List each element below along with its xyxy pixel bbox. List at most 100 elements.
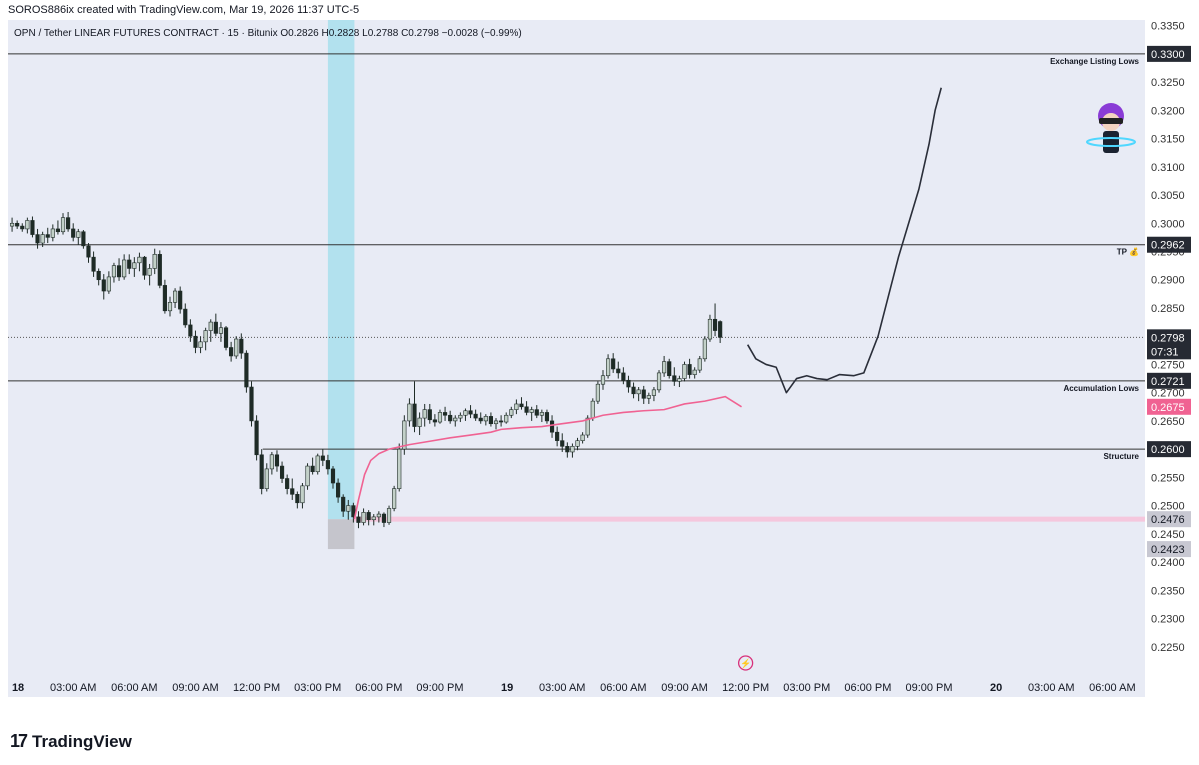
y-tick-label: 0.2500 xyxy=(1151,501,1185,513)
candle-body xyxy=(468,410,473,415)
current-price-badge: 0.2798 xyxy=(1151,332,1185,344)
level-price-badge-3: 0.2600 xyxy=(1151,444,1185,456)
candle-body xyxy=(600,375,606,385)
event-bolt-icon[interactable] xyxy=(737,655,754,671)
candle-body xyxy=(585,417,590,436)
candle-body xyxy=(55,228,61,233)
candle-body xyxy=(539,412,544,416)
candle-body xyxy=(386,508,392,523)
candle-body xyxy=(269,454,274,470)
candle-body xyxy=(132,262,137,269)
candle-body xyxy=(305,465,310,487)
candle-body xyxy=(611,358,616,370)
candle-body xyxy=(188,324,193,337)
candle-body xyxy=(127,259,132,269)
candle-body xyxy=(162,285,167,312)
candle-body xyxy=(417,417,422,427)
candle-body xyxy=(514,403,519,410)
x-tick-label: 03:00 AM xyxy=(50,682,96,694)
level-price-badge-0: 0.3300 xyxy=(1151,49,1185,61)
candle-body xyxy=(621,372,626,381)
y-tick-label: 0.2700 xyxy=(1151,388,1185,400)
legend-part: 0.2798 xyxy=(408,28,441,39)
candle-body xyxy=(325,460,330,470)
candle-body xyxy=(152,254,157,269)
candle-body xyxy=(285,478,290,489)
level-price-badge-2: 0.2721 xyxy=(1151,376,1185,388)
projection-path xyxy=(746,87,943,394)
highlight-zone-low xyxy=(327,519,355,550)
x-tick-label: 12:00 PM xyxy=(233,682,280,694)
candle-body xyxy=(264,468,269,489)
level-price-badge-2-bg xyxy=(1147,372,1191,389)
legend-header: OPN / Tether LINEAR FUTURES CONTRACT · 1… xyxy=(14,28,522,39)
x-tick-label: 18 xyxy=(12,682,24,694)
legend-part: O xyxy=(280,28,288,39)
candle-body xyxy=(473,413,478,419)
candle-body xyxy=(432,419,437,423)
candle-body xyxy=(346,505,351,512)
y-tick-label: 0.2450 xyxy=(1151,529,1185,541)
candle-body xyxy=(279,465,285,479)
candle-body xyxy=(590,400,595,419)
candle-body xyxy=(167,302,173,312)
candle-body xyxy=(198,341,203,348)
candle-body xyxy=(300,485,305,504)
price-chart[interactable]: Exchange Listing Lows TP 💰 Accumulation Lo… xyxy=(8,20,1199,697)
tradingview-logo[interactable]: 17 TradingView xyxy=(10,731,132,752)
candle-body xyxy=(239,338,244,354)
candle-body xyxy=(366,512,371,521)
candle-body xyxy=(208,321,213,331)
x-tick-label: 06:00 PM xyxy=(844,682,891,694)
candle-body xyxy=(407,403,412,422)
avatar-visor-icon xyxy=(1099,118,1123,124)
candle-body xyxy=(682,364,687,379)
x-tick-label: 06:00 AM xyxy=(1089,682,1135,694)
candle-body xyxy=(606,358,611,377)
level-price-badge-0-bg xyxy=(1147,45,1191,62)
candle-body xyxy=(509,409,514,416)
low-price-badge: 0.2423 xyxy=(1151,544,1185,556)
candle-body xyxy=(412,403,417,427)
candle-body xyxy=(392,488,397,509)
candle-body xyxy=(504,414,509,423)
candle-body xyxy=(213,321,218,334)
candle-body xyxy=(565,446,570,453)
candle-body xyxy=(259,454,264,489)
candle-body xyxy=(86,245,91,258)
candle-body xyxy=(677,378,682,382)
level-label-2: Accumulation Lows xyxy=(1063,384,1139,393)
candle-body xyxy=(519,403,524,408)
candle-body xyxy=(442,412,448,416)
candle-body xyxy=(30,220,35,235)
y-tick-label: 0.2350 xyxy=(1151,585,1185,597)
candle-body xyxy=(91,256,96,272)
candle-body xyxy=(580,434,585,441)
candle-body xyxy=(234,338,239,357)
avatar-body-icon xyxy=(1103,131,1119,153)
candle-body xyxy=(437,412,443,423)
legend-part: −0.0028 (−0.99%) xyxy=(442,28,522,39)
chart-area[interactable]: Exchange Listing Lows TP 💰 Accumulation Lo… xyxy=(8,20,1199,697)
candle-body xyxy=(361,512,366,523)
candle-body xyxy=(422,409,427,419)
candle-body xyxy=(697,358,702,371)
candle-body xyxy=(223,327,229,348)
candle-body xyxy=(218,327,224,334)
candle-body xyxy=(524,406,529,413)
x-tick-label: 03:00 PM xyxy=(783,682,830,694)
candle-body xyxy=(81,231,86,247)
candle-body xyxy=(549,420,555,433)
candle-body xyxy=(702,338,707,360)
tradingview-brand: TradingView xyxy=(32,731,132,751)
x-tick-label: 20 xyxy=(990,682,1002,694)
candle-body xyxy=(667,361,672,377)
candle-body xyxy=(274,454,280,467)
candle-body xyxy=(45,234,50,238)
y-tick-label: 0.3100 xyxy=(1151,162,1185,174)
candle-body xyxy=(178,290,183,310)
candle-body xyxy=(9,222,15,227)
ema-price-badge-bg xyxy=(1147,398,1191,415)
candle-body xyxy=(636,389,641,395)
candle-body xyxy=(544,412,550,422)
